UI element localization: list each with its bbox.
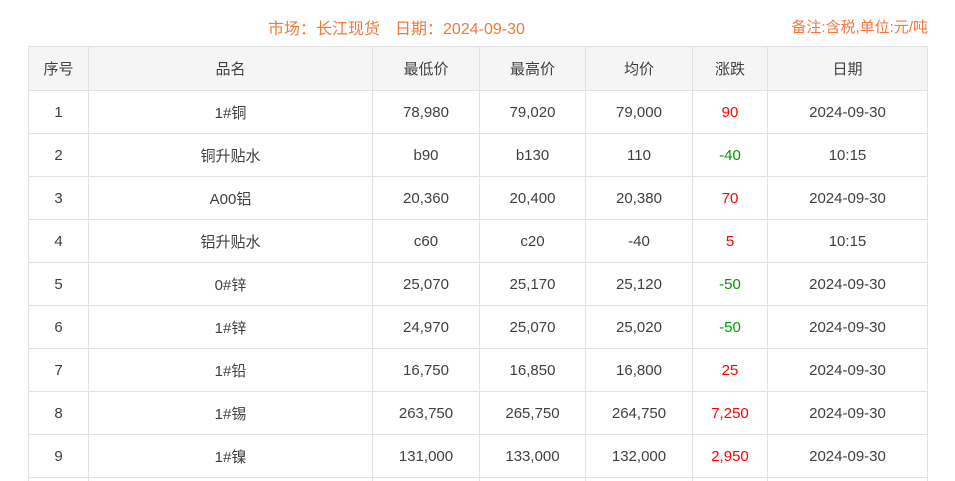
page-title: 市场：长江现货 日期：2024-09-30 xyxy=(268,15,525,39)
cell-name: 1#镍 xyxy=(88,434,373,478)
cell-high: b130 xyxy=(479,133,586,177)
col-header-avg: 均价 xyxy=(585,46,693,91)
cell-no: 4 xyxy=(28,219,89,263)
date-label: 日期：2024-09-30 xyxy=(395,21,525,38)
cell-name: 铜升贴水 xyxy=(88,133,373,177)
cell-no: 8 xyxy=(28,391,89,435)
cell-high: 133,000 xyxy=(479,434,586,478)
table-row: 7 1#铅 16,750 16,850 16,800 25 2024-09-30 xyxy=(28,348,928,392)
cell-high: 265,750 xyxy=(479,391,586,435)
price-table: 序号 品名 最低价 最高价 均价 涨跌 日期 1 1#铜 78,980 79,0… xyxy=(28,46,928,481)
cell-low: 131,000 xyxy=(372,434,480,478)
col-header-low: 最低价 xyxy=(372,46,480,91)
cell-low: c60 xyxy=(372,219,480,263)
cell-date: 2024-09-30 xyxy=(767,262,928,306)
cell-low: b90 xyxy=(372,133,480,177)
table-body: 1 1#铜 78,980 79,020 79,000 90 2024-09-30… xyxy=(28,90,928,478)
table-row: 1 1#铜 78,980 79,020 79,000 90 2024-09-30 xyxy=(28,90,928,134)
cell-date: 2024-09-30 xyxy=(767,176,928,220)
cell-low: 16,750 xyxy=(372,348,480,392)
cell-low: 263,750 xyxy=(372,391,480,435)
cell-no: 6 xyxy=(28,305,89,349)
cell-date: 10:15 xyxy=(767,219,928,263)
cell-name: 1#铜 xyxy=(88,90,373,134)
cell-avg: 132,000 xyxy=(585,434,693,478)
col-header-high: 最高价 xyxy=(479,46,586,91)
cell-avg: -40 xyxy=(585,219,693,263)
cell-high: c20 xyxy=(479,219,586,263)
table-row: 8 1#锡 263,750 265,750 264,750 7,250 2024… xyxy=(28,391,928,435)
col-header-no: 序号 xyxy=(28,46,89,91)
cell-date: 2024-09-30 xyxy=(767,305,928,349)
cell-change: 2,950 xyxy=(692,434,768,478)
table-row: 5 0#锌 25,070 25,170 25,120 -50 2024-09-3… xyxy=(28,262,928,306)
cell-name: 1#锌 xyxy=(88,305,373,349)
cell-no: 2 xyxy=(28,133,89,177)
cell-change: -50 xyxy=(692,305,768,349)
cell-high: 20,400 xyxy=(479,176,586,220)
cell-no: 7 xyxy=(28,348,89,392)
table-row: 9 1#镍 131,000 133,000 132,000 2,950 2024… xyxy=(28,434,928,478)
cell-low: 24,970 xyxy=(372,305,480,349)
cell-name: 铝升贴水 xyxy=(88,219,373,263)
table-row: 6 1#锌 24,970 25,070 25,020 -50 2024-09-3… xyxy=(28,305,928,349)
cell-date: 2024-09-30 xyxy=(767,434,928,478)
cell-no: 9 xyxy=(28,434,89,478)
cell-date: 2024-09-30 xyxy=(767,90,928,134)
cell-date: 2024-09-30 xyxy=(767,348,928,392)
col-header-change: 涨跌 xyxy=(692,46,768,91)
cell-no: 1 xyxy=(28,90,89,134)
cell-name: A00铝 xyxy=(88,176,373,220)
cell-low: 20,360 xyxy=(372,176,480,220)
cell-change: -50 xyxy=(692,262,768,306)
cell-avg: 25,020 xyxy=(585,305,693,349)
table-row: 4 铝升贴水 c60 c20 -40 5 10:15 xyxy=(28,219,928,263)
cell-high: 25,170 xyxy=(479,262,586,306)
table-row: 2 铜升贴水 b90 b130 110 -40 10:15 xyxy=(28,133,928,177)
market-label: 市场：长江现货 xyxy=(268,21,381,38)
table-header-row: 序号 品名 最低价 最高价 均价 涨跌 日期 xyxy=(28,46,928,91)
table-row-partial xyxy=(28,477,928,481)
table-row: 3 A00铝 20,360 20,400 20,380 70 2024-09-3… xyxy=(28,176,928,220)
cell-avg: 264,750 xyxy=(585,391,693,435)
cell-change: -40 xyxy=(692,133,768,177)
cell-no: 3 xyxy=(28,176,89,220)
cell-change: 7,250 xyxy=(692,391,768,435)
cell-change: 25 xyxy=(692,348,768,392)
cell-name: 1#锡 xyxy=(88,391,373,435)
cell-date: 10:15 xyxy=(767,133,928,177)
col-header-date: 日期 xyxy=(767,46,928,91)
cell-name: 0#锌 xyxy=(88,262,373,306)
cell-name: 1#铅 xyxy=(88,348,373,392)
cell-change: 90 xyxy=(692,90,768,134)
cell-avg: 25,120 xyxy=(585,262,693,306)
col-header-name: 品名 xyxy=(88,46,373,91)
cell-low: 25,070 xyxy=(372,262,480,306)
cell-avg: 110 xyxy=(585,133,693,177)
cell-high: 25,070 xyxy=(479,305,586,349)
page-header: 市场：长江现货 日期：2024-09-30 备注:含税,单位:元/吨 xyxy=(0,0,955,46)
cell-avg: 20,380 xyxy=(585,176,693,220)
cell-change: 5 xyxy=(692,219,768,263)
cell-avg: 79,000 xyxy=(585,90,693,134)
cell-date: 2024-09-30 xyxy=(767,391,928,435)
cell-high: 16,850 xyxy=(479,348,586,392)
cell-avg: 16,800 xyxy=(585,348,693,392)
cell-change: 70 xyxy=(692,176,768,220)
cell-high: 79,020 xyxy=(479,90,586,134)
remark-note: 备注:含税,单位:元/吨 xyxy=(791,19,928,36)
cell-no: 5 xyxy=(28,262,89,306)
cell-low: 78,980 xyxy=(372,90,480,134)
